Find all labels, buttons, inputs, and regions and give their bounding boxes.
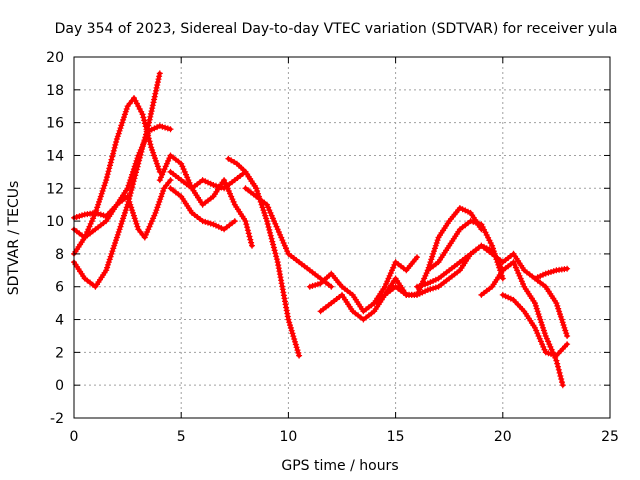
series-markers — [414, 242, 506, 290]
series-group — [71, 70, 571, 389]
series-track-18 — [510, 250, 571, 282]
axis-ticks — [73, 56, 611, 419]
series-markers — [225, 155, 303, 359]
y-tick-label: 6 — [55, 280, 64, 296]
series-markers — [242, 185, 335, 290]
series-track-19 — [532, 275, 571, 339]
y-tick-label: 0 — [55, 378, 64, 394]
x-tick-label: 15 — [387, 429, 405, 445]
series-markers — [478, 259, 566, 389]
y-tick-label: 10 — [46, 214, 64, 230]
x-tick-label: 5 — [177, 429, 186, 445]
series-markers — [499, 291, 571, 359]
series-track-9 — [242, 185, 335, 290]
x-tick-label: 10 — [279, 429, 297, 445]
y-tick-labels: -2 0 2 4 6 8 10 12 14 16 18 20 — [46, 50, 64, 427]
series-markers — [306, 254, 420, 315]
y-tick-label: 4 — [55, 313, 64, 329]
x-tick-labels: 0 5 10 15 20 25 — [70, 429, 619, 445]
series-markers — [71, 70, 163, 290]
series-track-10 — [306, 254, 420, 315]
y-tick-label: 18 — [46, 83, 64, 99]
x-axis-label: GPS time / hours — [281, 458, 398, 474]
y-tick-label: -2 — [50, 411, 64, 427]
x-tick-label: 25 — [601, 429, 619, 445]
y-axis-label: SDTVAR / TECUs — [6, 181, 22, 296]
series-track-2 — [71, 70, 163, 290]
y-tick-label: 14 — [46, 148, 64, 164]
grid — [74, 57, 610, 418]
series-track-16 — [478, 259, 566, 389]
series-line — [72, 71, 162, 289]
series-track-7 — [167, 185, 238, 233]
y-tick-label: 16 — [46, 116, 64, 132]
series-markers — [532, 275, 571, 339]
series-markers — [510, 250, 571, 282]
x-tick-label: 20 — [494, 429, 512, 445]
plot-frame — [73, 56, 611, 419]
series-track-17 — [499, 291, 571, 359]
series-track-8 — [225, 155, 303, 359]
series-track-15 — [414, 242, 506, 290]
y-tick-label: 8 — [55, 247, 64, 263]
chart-title: Day 354 of 2023, Sidereal Day-to-day VTE… — [55, 21, 618, 37]
series-markers — [167, 185, 238, 233]
x-tick-label: 0 — [70, 429, 79, 445]
y-tick-label: 12 — [46, 181, 64, 197]
y-tick-label: 2 — [55, 345, 64, 361]
series-line — [72, 123, 173, 220]
y-tick-label: 20 — [46, 50, 64, 66]
